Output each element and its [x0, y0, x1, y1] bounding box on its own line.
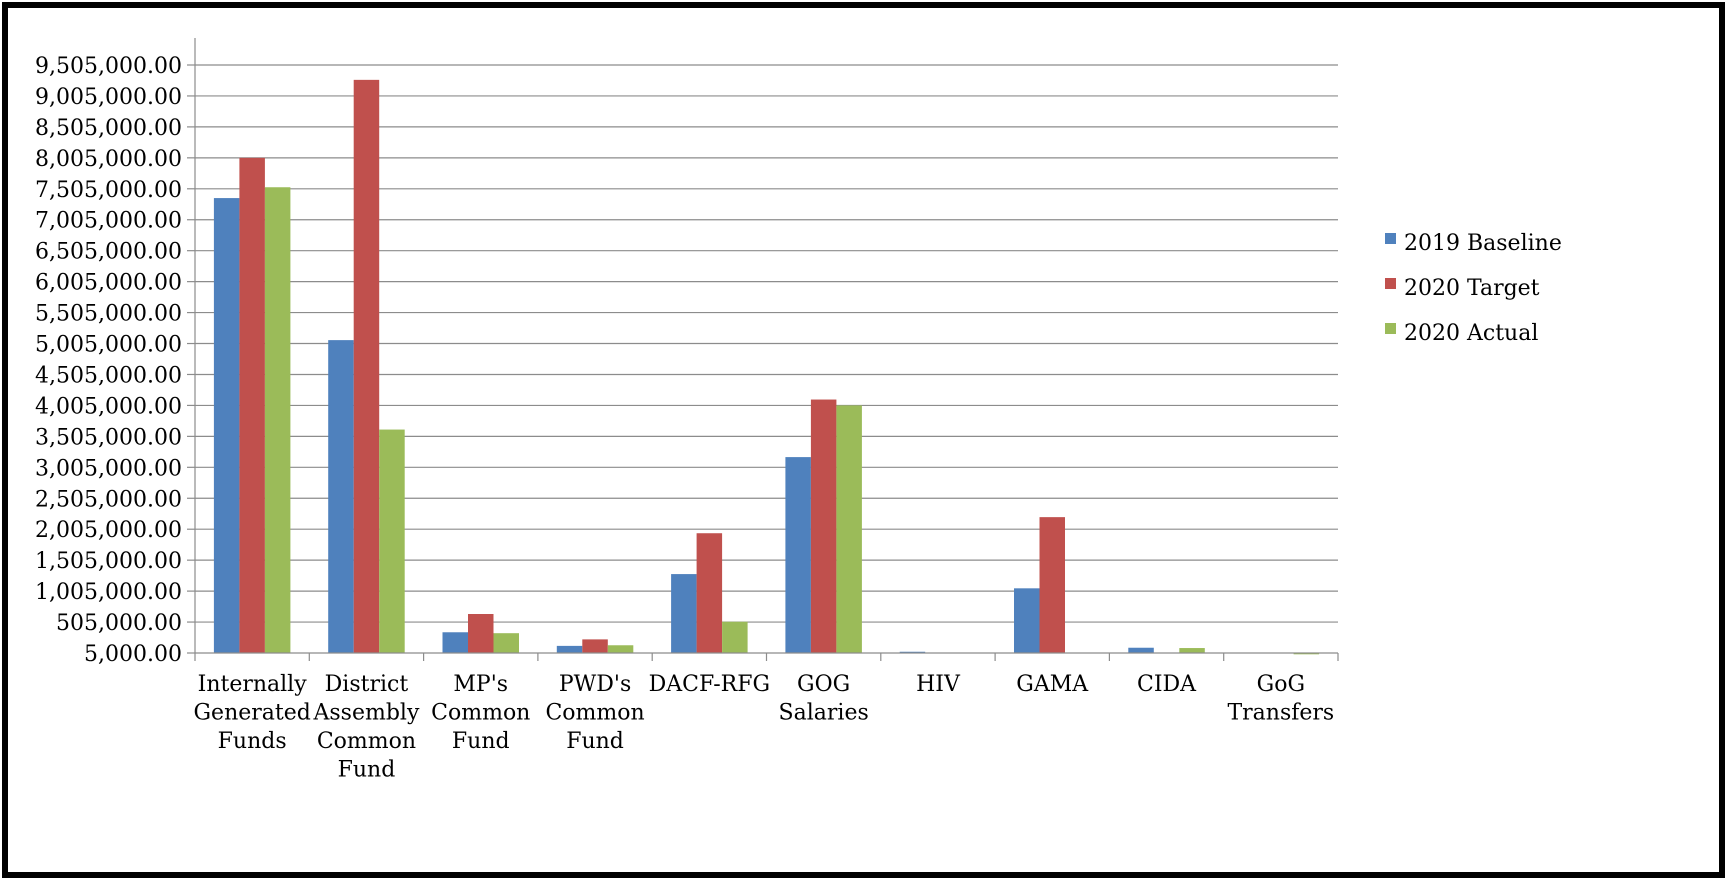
y-tick-label: 4,005,000.00 [35, 394, 182, 419]
y-tick-label: 9,005,000.00 [35, 85, 182, 110]
x-tick-label: Common [545, 701, 644, 726]
x-tick-label: GOG [797, 672, 850, 697]
bar [353, 79, 380, 653]
bar [1014, 588, 1040, 653]
x-tick-label: GAMA [1016, 672, 1089, 697]
gridlines [195, 64, 1338, 623]
bars [213, 79, 1320, 655]
x-tick-label: Fund [566, 729, 624, 754]
x-tick-label: District [325, 672, 409, 697]
y-tick-label: 5,005,000.00 [35, 333, 182, 358]
bar [493, 633, 519, 653]
legend-swatch [1385, 278, 1396, 289]
x-tick-label: Internally [198, 672, 308, 697]
legend-label: 2019 Baseline [1404, 231, 1562, 256]
legend: 2019 Baseline 2020 Target 2020 Actual [1385, 231, 1562, 346]
bar [264, 187, 291, 653]
x-tick-label: GoG [1257, 672, 1305, 697]
x-tick-label: Assembly [312, 701, 419, 726]
bar [1039, 517, 1065, 653]
bar [785, 457, 811, 653]
x-tick-label: Fund [338, 758, 396, 783]
y-tick-label: 505,000.00 [56, 611, 182, 636]
bar [696, 533, 723, 653]
bar [239, 157, 265, 653]
x-tick-label: Funds [218, 729, 287, 754]
bar [810, 399, 837, 653]
y-axis-ticks: 9,505,000.00 9,005,000.00 8,505,000.00 8,00… [35, 54, 182, 667]
bar [379, 429, 405, 653]
x-tick-label: Generated [193, 701, 310, 726]
y-tick-label: 7,005,000.00 [35, 209, 182, 234]
x-tick-label: CIDA [1137, 672, 1197, 697]
y-tick-label: 5,000.00 [84, 642, 182, 667]
y-tick-label: 6,005,000.00 [35, 271, 182, 296]
bar [1128, 647, 1154, 653]
x-tick-label: HIV [916, 672, 961, 697]
legend-label: 2020 Target [1404, 276, 1540, 301]
y-tick-label: 1,005,000.00 [35, 580, 182, 605]
y-tick-label: 2,005,000.00 [35, 518, 182, 543]
y-tick-label: 8,505,000.00 [35, 116, 182, 141]
y-tick-label: 1,505,000.00 [35, 549, 182, 574]
y-tick-label: 2,505,000.00 [35, 487, 182, 512]
x-tick-label: Common [431, 701, 530, 726]
bar [607, 645, 634, 653]
axes [187, 38, 1339, 661]
x-tick-label: Salaries [779, 701, 869, 726]
y-tick-label: 6,505,000.00 [35, 240, 182, 265]
y-tick-label: 5,505,000.00 [35, 302, 182, 327]
y-tick-label: 7,505,000.00 [35, 178, 182, 203]
legend-swatch [1385, 323, 1396, 334]
bar [722, 621, 748, 653]
y-tick-label: 4,505,000.00 [35, 363, 182, 388]
y-tick-label: 9,505,000.00 [35, 54, 182, 79]
x-tick-label: MP's [453, 672, 508, 697]
x-tick-label: Transfers [1227, 701, 1334, 726]
x-tick-label: Fund [452, 729, 510, 754]
y-tick-label: 3,005,000.00 [35, 456, 182, 481]
bar [468, 614, 494, 653]
bar [671, 574, 697, 653]
bar [328, 340, 354, 653]
legend-label: 2020 Actual [1404, 321, 1538, 346]
bar [1179, 648, 1205, 653]
bar [836, 405, 862, 653]
bar [556, 645, 583, 653]
x-tick-label: DACF-RFG [649, 672, 770, 697]
x-tick-label: PWD's [559, 672, 631, 697]
y-tick-label: 3,505,000.00 [35, 425, 182, 450]
bar [582, 639, 608, 653]
y-tick-label: 8,005,000.00 [35, 147, 182, 172]
bar [442, 632, 468, 653]
bar [213, 198, 240, 654]
bar-chart: 9,505,000.00 9,005,000.00 8,505,000.00 8,00… [35, 38, 1562, 783]
x-tick-label: Common [317, 729, 416, 754]
legend-swatch [1385, 233, 1396, 244]
x-axis-ticks: Internally Generated Funds District Assembly… [193, 672, 1334, 783]
